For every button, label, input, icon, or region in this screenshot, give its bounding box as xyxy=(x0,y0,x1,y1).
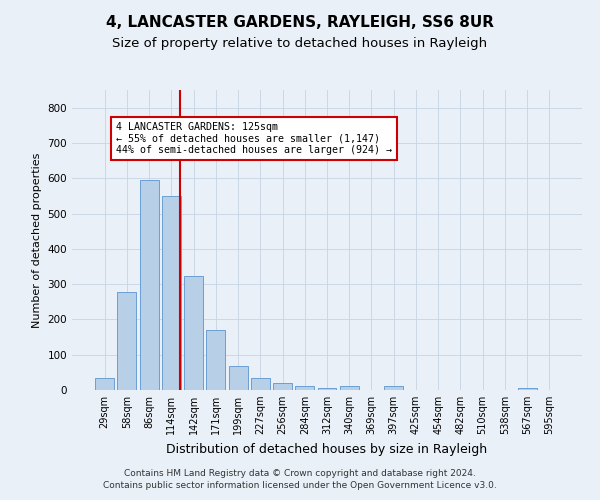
Bar xyxy=(295,386,314,390)
Bar xyxy=(206,330,225,390)
Text: Size of property relative to detached houses in Rayleigh: Size of property relative to detached ho… xyxy=(112,38,488,51)
Text: Contains HM Land Registry data © Crown copyright and database right 2024.
Contai: Contains HM Land Registry data © Crown c… xyxy=(103,468,497,490)
Bar xyxy=(118,292,136,390)
Bar xyxy=(251,378,270,390)
X-axis label: Distribution of detached houses by size in Rayleigh: Distribution of detached houses by size … xyxy=(166,442,488,456)
Bar xyxy=(273,383,292,390)
Bar xyxy=(95,378,114,390)
Bar xyxy=(340,386,359,390)
Bar xyxy=(140,180,158,390)
Y-axis label: Number of detached properties: Number of detached properties xyxy=(32,152,42,328)
Bar xyxy=(184,276,203,390)
Text: 4, LANCASTER GARDENS, RAYLEIGH, SS6 8UR: 4, LANCASTER GARDENS, RAYLEIGH, SS6 8UR xyxy=(106,15,494,30)
Bar xyxy=(229,366,248,390)
Bar xyxy=(162,196,181,390)
Text: 4 LANCASTER GARDENS: 125sqm
← 55% of detached houses are smaller (1,147)
44% of : 4 LANCASTER GARDENS: 125sqm ← 55% of det… xyxy=(116,122,392,155)
Bar xyxy=(384,386,403,390)
Bar xyxy=(317,388,337,390)
Bar xyxy=(518,388,536,390)
